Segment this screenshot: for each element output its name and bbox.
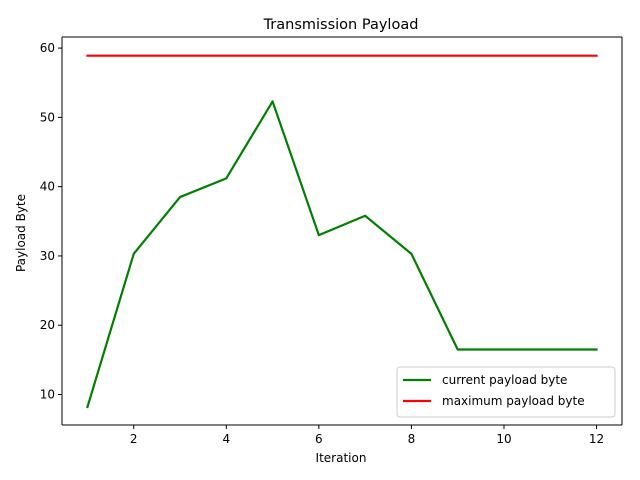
y-tick-label: 30 — [40, 249, 55, 263]
chart-title: Transmission Payload — [263, 17, 419, 33]
legend-label: current payload byte — [442, 373, 567, 387]
plot-background — [62, 37, 622, 425]
x-axis: 2 4 6 8 10 12 — [130, 425, 604, 446]
y-tick-label: 50 — [40, 110, 55, 124]
legend-label: maximum payload byte — [442, 394, 585, 408]
y-tick-label: 40 — [40, 180, 55, 194]
series-group — [86, 54, 598, 409]
series-line-current-payload — [86, 100, 598, 409]
x-tick-label: 4 — [222, 432, 230, 446]
x-axis-title: Iteration — [316, 451, 367, 465]
plot-area — [61, 36, 623, 426]
x-tick-label: 6 — [315, 432, 323, 446]
x-tick-label: 12 — [589, 432, 604, 446]
x-tick-label: 8 — [408, 432, 416, 446]
legend: current payload byte maximum payload byte — [396, 366, 616, 418]
y-tick-label: 10 — [40, 388, 55, 402]
y-tick-label: 20 — [40, 318, 55, 332]
y-axis: 10 20 30 40 50 60 — [40, 41, 62, 402]
x-tick-label: 2 — [130, 432, 138, 446]
legend-box — [396, 366, 616, 418]
x-tick-label: 10 — [496, 432, 511, 446]
y-tick-label: 60 — [40, 41, 55, 55]
y-axis-title: Payload Byte — [14, 194, 28, 272]
